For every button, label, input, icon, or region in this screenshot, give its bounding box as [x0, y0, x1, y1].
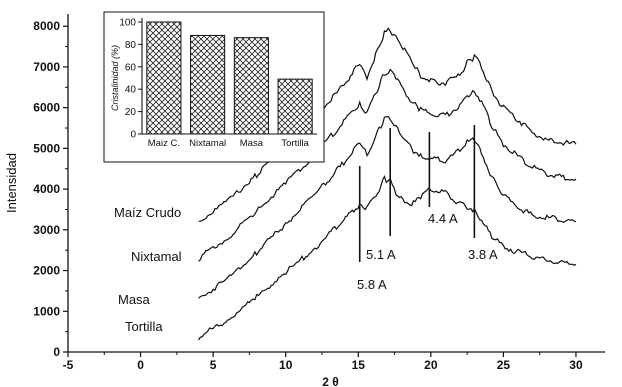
y-tick-label: 2000	[33, 264, 60, 278]
series-line-1	[198, 68, 577, 262]
y-tick-label: 1000	[33, 304, 60, 318]
y-tick-label: 8000	[33, 19, 60, 33]
y-tick-label: 3000	[33, 223, 60, 237]
inset-category-label: Tortilla	[281, 138, 309, 149]
inset-y-tick-label: 40	[125, 85, 137, 96]
x-tick-label: 0	[137, 358, 144, 372]
y-tick-label: 5000	[33, 141, 60, 155]
peak-label: 3.8 A	[468, 247, 498, 262]
x-tick-label: 20	[424, 358, 438, 372]
inset-category-label: Maiz C.	[148, 138, 180, 149]
curve-label: Masa	[118, 292, 151, 307]
inset-bar	[146, 21, 182, 135]
x-tick-label: -5	[63, 358, 74, 372]
peak-label: 4.4 A	[428, 211, 458, 226]
inset-category-label: Masa	[240, 138, 264, 149]
y-tick-label: 7000	[33, 60, 60, 74]
inset-y-tick-label: 80	[125, 40, 137, 51]
y-tick-label: 4000	[33, 182, 60, 196]
inset-y-axis-title: Cristalinidad (%)	[110, 45, 120, 111]
x-tick-label: 25	[497, 358, 511, 372]
x-tick-label: 15	[352, 358, 366, 372]
y-axis-title: Intensidad	[4, 153, 19, 213]
y-tick-label: 6000	[33, 101, 60, 115]
inset-y-tick-label: 60	[125, 62, 137, 73]
inset-y-tick-label: 0	[130, 130, 136, 141]
peak-label: 5.1 A	[366, 247, 396, 262]
curve-label: Maíz Crudo	[114, 205, 181, 220]
curve-label: Nixtamal	[131, 249, 182, 264]
series-line-0	[198, 27, 577, 222]
main-plot: -5 0 5 10 15 20 25 3001000200030004000500060007…	[4, 14, 605, 387]
inset-bar	[233, 37, 269, 135]
x-tick-label: 10	[279, 358, 293, 372]
x-axis-title: 2 θ	[322, 375, 339, 387]
inset-y-tick-label: 20	[125, 107, 137, 118]
inset-bar	[190, 34, 226, 135]
curve-label: Tortilla	[125, 319, 163, 334]
inset-category-label: Nixtamal	[189, 138, 226, 149]
x-tick-label: 30	[569, 358, 583, 372]
x-tick-label: 5	[210, 358, 217, 372]
inset-y-tick-label: 100	[119, 18, 136, 29]
inset-bar	[277, 78, 313, 135]
series-line-3	[198, 174, 577, 341]
series-line-2	[198, 115, 577, 299]
peak-label: 5.8 A	[357, 277, 387, 292]
y-tick-label: 0	[53, 345, 60, 359]
inset-bar-chart: 0 20 40 60 80 100 Cristalinidad (%) Maiz C. Nixt…	[103, 11, 325, 163]
